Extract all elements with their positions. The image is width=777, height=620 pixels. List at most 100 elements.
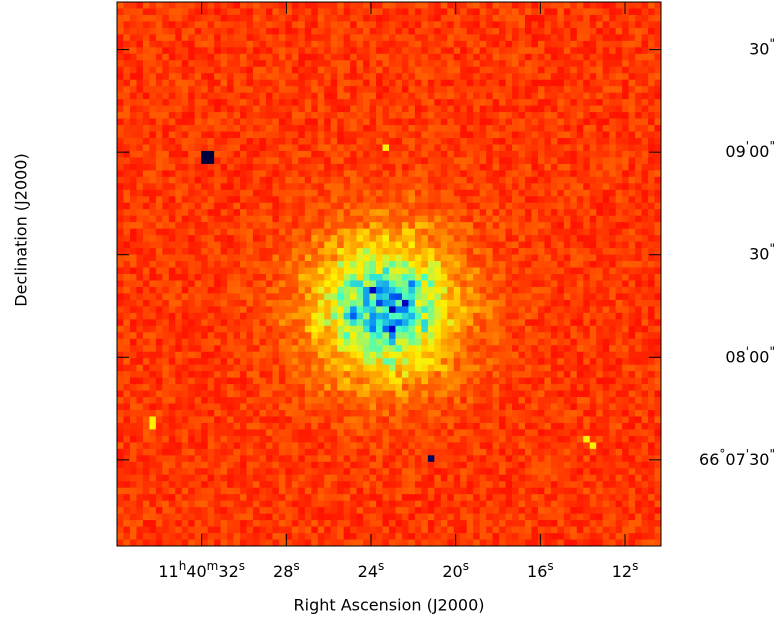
- pixel: [544, 53, 552, 61]
- pixel: [531, 183, 539, 191]
- pixel: [389, 345, 396, 353]
- pixel: [537, 105, 545, 113]
- pixel: [181, 267, 189, 275]
- pixel: [155, 325, 163, 333]
- pixel: [142, 377, 150, 385]
- pixel: [337, 144, 345, 152]
- pixel: [369, 2, 377, 9]
- pixel: [408, 261, 416, 268]
- pixel: [492, 364, 500, 372]
- pixel: [596, 254, 604, 262]
- pixel: [337, 105, 345, 113]
- pixel: [550, 2, 558, 9]
- pixel: [175, 215, 183, 223]
- pixel: [382, 131, 390, 139]
- pixel: [382, 86, 390, 94]
- pixel: [641, 92, 649, 100]
- pixel: [175, 60, 183, 68]
- pixel: [622, 196, 630, 204]
- pixel: [207, 34, 215, 42]
- pixel: [395, 299, 403, 307]
- pixel: [246, 157, 254, 165]
- pixel: [544, 351, 552, 359]
- pixel: [317, 86, 325, 94]
- pixel: [265, 176, 273, 184]
- pixel: [440, 105, 448, 113]
- pixel: [628, 66, 636, 74]
- pixel: [278, 312, 286, 320]
- pixel: [570, 248, 578, 255]
- pixel: [194, 377, 202, 385]
- pixel: [188, 79, 196, 87]
- pixel: [214, 150, 222, 158]
- pixel: [201, 21, 209, 29]
- pixel: [369, 196, 377, 204]
- pixel: [253, 332, 260, 340]
- pixel: [324, 364, 332, 372]
- pixel: [240, 170, 247, 178]
- pixel: [117, 325, 124, 333]
- pixel: [369, 332, 377, 340]
- pixel: [123, 351, 131, 359]
- pixel: [304, 371, 312, 379]
- pixel: [434, 306, 442, 314]
- pixel: [324, 163, 332, 171]
- pixel: [531, 138, 539, 145]
- pixel: [149, 377, 157, 385]
- pixel: [291, 47, 299, 55]
- pixel: [570, 138, 578, 145]
- pixel: [201, 384, 209, 391]
- pixel: [499, 131, 506, 139]
- pixel: [188, 170, 196, 178]
- pixel: [440, 125, 448, 132]
- pixel: [155, 112, 163, 119]
- pixel: [563, 274, 571, 281]
- pixel: [278, 299, 286, 307]
- pixel: [589, 2, 597, 9]
- pixel: [389, 183, 396, 191]
- pixel: [220, 377, 228, 385]
- pixel: [531, 215, 539, 223]
- pixel: [149, 293, 157, 301]
- pixel: [447, 125, 455, 132]
- pixel: [298, 183, 306, 191]
- pixel: [155, 202, 163, 210]
- pixel: [253, 60, 260, 68]
- pixel: [311, 144, 319, 152]
- pixel: [285, 189, 293, 197]
- pixel: [654, 112, 662, 119]
- pixel: [486, 306, 494, 314]
- pixel: [447, 306, 455, 314]
- pixel: [376, 189, 383, 197]
- pixel: [525, 228, 532, 236]
- pixel: [356, 196, 364, 204]
- pixel: [233, 189, 241, 197]
- pixel: [395, 99, 403, 107]
- pixel: [188, 53, 196, 61]
- pixel: [589, 235, 597, 243]
- pixel: [298, 99, 306, 107]
- pixel: [363, 112, 370, 119]
- pixel: [460, 125, 468, 132]
- pixel: [473, 2, 481, 9]
- pixel: [576, 228, 584, 236]
- pixel: [622, 222, 630, 230]
- pixel: [563, 138, 571, 145]
- pixel: [194, 34, 202, 42]
- pixel: [609, 144, 617, 152]
- pixel: [440, 157, 448, 165]
- pixel: [648, 267, 655, 275]
- pixel: [117, 183, 124, 191]
- pixel: [356, 183, 364, 191]
- pixel: [576, 274, 584, 281]
- pixel: [414, 196, 422, 204]
- pixel: [635, 14, 642, 22]
- pixel: [382, 112, 390, 119]
- pixel: [453, 325, 461, 333]
- pixel: [214, 384, 222, 391]
- pixel: [531, 274, 539, 281]
- pixel: [350, 215, 358, 223]
- pixel: [343, 138, 351, 145]
- pixel: [615, 319, 623, 327]
- pixel: [466, 202, 474, 210]
